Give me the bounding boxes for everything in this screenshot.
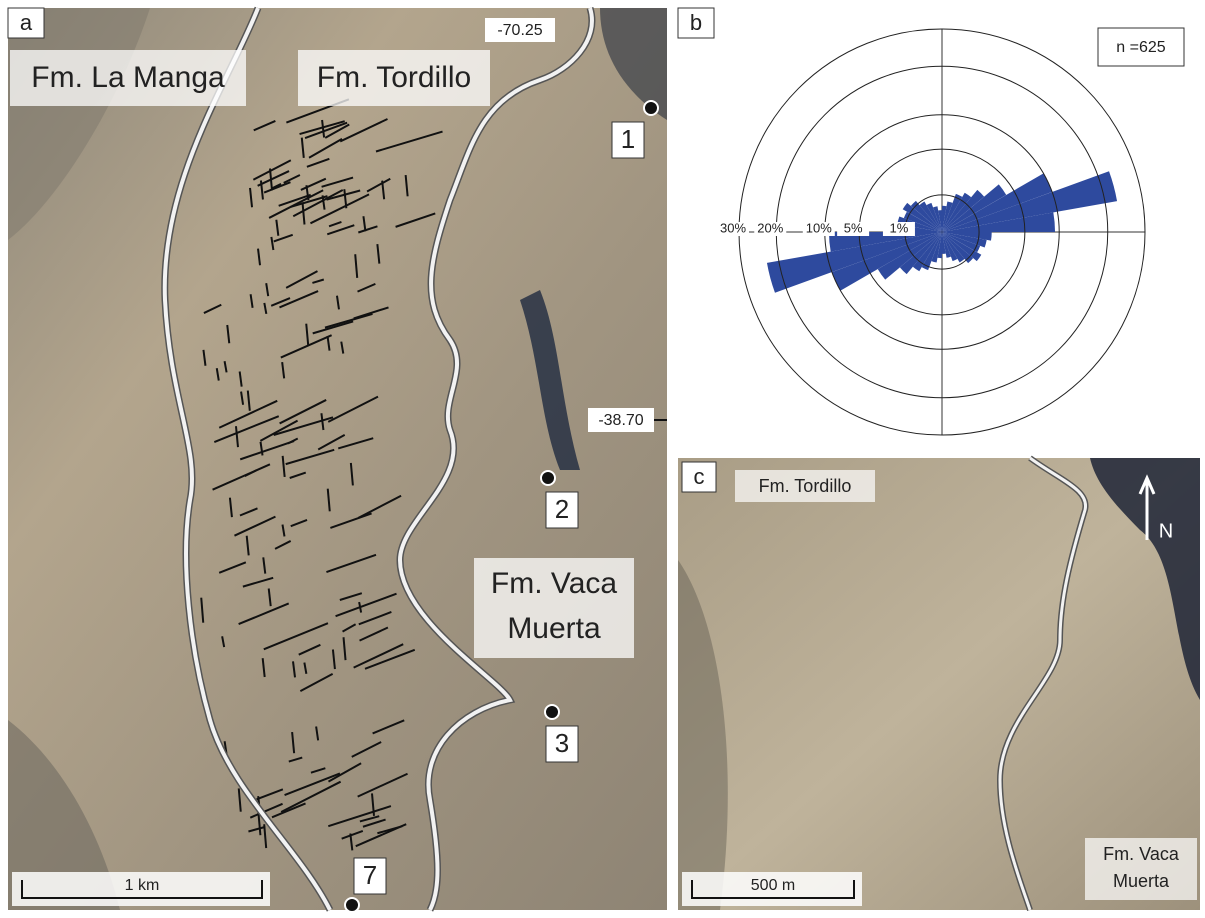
ring-label: 20% [757, 220, 783, 235]
figure: a Fm. La Manga Fm. Tordillo Fm. Vaca Mue… [0, 0, 1205, 913]
site-label: 2 [555, 494, 569, 524]
formation-label: Muerta [1113, 871, 1170, 891]
formation-label: Muerta [507, 612, 601, 645]
north-label: N [1159, 520, 1173, 542]
scale-label: 1 km [125, 877, 160, 894]
page: a Fm. La Manga Fm. Tordillo Fm. Vaca Mue… [0, 0, 1205, 918]
ring-label: 5% [844, 220, 863, 235]
latitude-label: -38.70 [598, 412, 643, 429]
longitude-label: -70.25 [497, 22, 542, 39]
formation-label: Fm. Vaca [491, 567, 617, 600]
panel-letter: c [694, 464, 705, 489]
site-label: 1 [621, 124, 635, 154]
formation-label: Fm. La Manga [31, 61, 225, 94]
formation-label: Fm. Tordillo [317, 61, 471, 94]
panel-letter: b [690, 10, 702, 35]
site-label: 3 [555, 728, 569, 758]
panel-letter: a [20, 10, 33, 35]
scale-label: 500 m [751, 877, 795, 894]
site-marker [541, 471, 555, 485]
panel-b: b n =625 30% 20% 10% 5% 1% [678, 8, 1184, 435]
site-marker [644, 101, 658, 115]
formation-label: Fm. Tordillo [759, 476, 852, 496]
formation-label: Fm. Vaca [1103, 844, 1180, 864]
panel-a: a Fm. La Manga Fm. Tordillo Fm. Vaca Mue… [8, 8, 667, 912]
ring-label: 10% [806, 220, 832, 235]
ring-label: 30% [720, 220, 746, 235]
site-marker [545, 705, 559, 719]
sample-count: n =625 [1116, 39, 1165, 56]
panel-c: c Fm. Tordillo Fm. Vaca Muerta N 500 m [678, 458, 1200, 910]
ring-label: 1% [890, 220, 909, 235]
site-label: 7 [363, 860, 377, 890]
site-marker [345, 898, 359, 912]
